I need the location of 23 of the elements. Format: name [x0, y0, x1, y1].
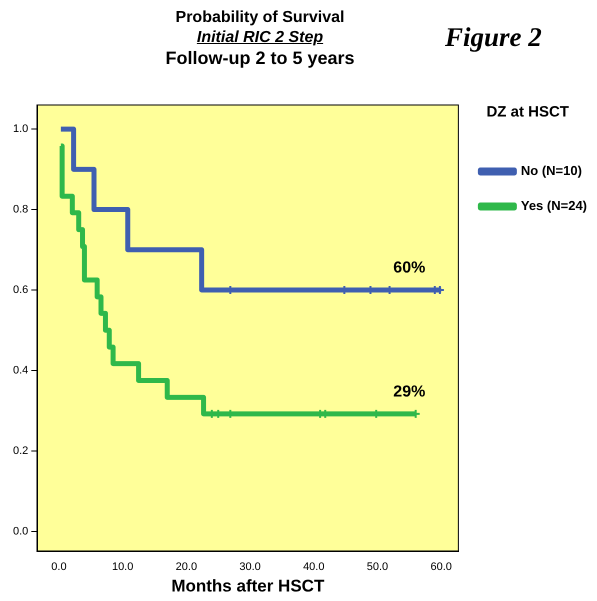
- y-tick-label: 0.4: [12, 364, 28, 376]
- annotation: 60%: [393, 259, 426, 276]
- y-tick-label: 0.2: [12, 444, 28, 457]
- x-tick-label: 50.0: [366, 561, 388, 574]
- x-tick-label: 60.0: [430, 561, 452, 574]
- text: Follow-up 2 to 5 years: [164, 48, 356, 68]
- x-axis-title: Months after HSCT: [171, 576, 325, 596]
- annotation: 29%: [393, 383, 426, 400]
- caption: Figure 2: [445, 22, 542, 53]
- x-tick-label: 0.0: [51, 561, 67, 574]
- legend-label: No (N=10): [520, 163, 582, 178]
- y-tick-label: 0.0: [12, 525, 28, 538]
- x-tick-label: 20.0: [176, 561, 198, 574]
- y-tick-label: 1.0: [12, 123, 28, 136]
- x-tick-label: 10.0: [112, 561, 134, 574]
- chart-title: Probability of Survival: [174, 8, 346, 28]
- legend-label: Yes (N=24): [520, 198, 587, 214]
- legend-title: DZ at HSCT: [486, 104, 569, 121]
- chart-subtitle: Initial RIC 2 Step: [196, 28, 324, 48]
- x-tick-label: 30.0: [239, 561, 261, 574]
- x-tick-label: 40.0: [303, 561, 324, 574]
- y-tick-label: 0.6: [12, 284, 28, 296]
- y-tick-label: 0.8: [12, 204, 28, 216]
